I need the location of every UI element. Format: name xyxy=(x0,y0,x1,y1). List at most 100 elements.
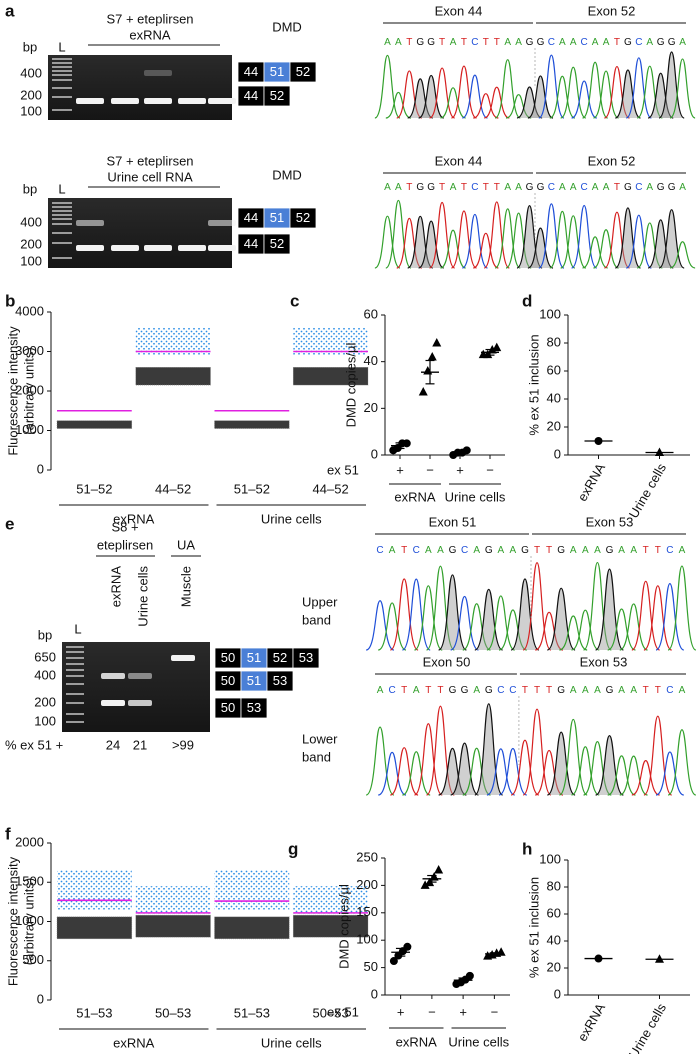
peak xyxy=(625,214,652,269)
base: G xyxy=(485,685,493,696)
base: C xyxy=(666,545,673,556)
peak xyxy=(560,215,587,269)
peak xyxy=(486,748,515,796)
x-tick-label: − xyxy=(491,1004,499,1019)
peak xyxy=(390,747,419,796)
gel-header: eteplirsen xyxy=(97,537,153,552)
gel-band xyxy=(208,245,236,251)
size-label: 400 xyxy=(20,214,42,229)
y-tick-label: 20 xyxy=(547,418,561,433)
peak xyxy=(385,91,412,119)
bp-label: bp xyxy=(38,627,52,642)
exon-label: 51 xyxy=(270,210,284,225)
base: T xyxy=(614,182,620,193)
base: G xyxy=(668,182,676,193)
negative-droplets xyxy=(56,420,133,429)
ladder-band xyxy=(66,669,84,671)
peak xyxy=(559,615,588,651)
peak xyxy=(669,241,696,269)
x-tick-label: Urine cells xyxy=(626,460,670,520)
ladder-band xyxy=(52,66,72,68)
y-tick-label: 20 xyxy=(364,400,378,415)
peak xyxy=(377,602,407,651)
marker xyxy=(465,971,474,980)
y-tick-label: 100 xyxy=(356,932,378,947)
ladder-band xyxy=(52,218,72,220)
peak xyxy=(418,74,445,119)
base: C xyxy=(581,182,588,193)
x-tick-label: exRNA xyxy=(574,1000,608,1043)
panel-label: d xyxy=(522,291,532,310)
base: A xyxy=(679,37,686,48)
y-tick-label: 0 xyxy=(371,986,378,1001)
base: A xyxy=(679,182,686,193)
peak xyxy=(607,755,636,796)
exon-label: 52 xyxy=(296,210,310,225)
lane-label: exRNA xyxy=(108,566,123,608)
ladder-band xyxy=(66,683,84,685)
ladder-band xyxy=(52,70,72,72)
marker xyxy=(655,447,664,456)
base: A xyxy=(582,685,589,696)
x-tick-label: 51–52 xyxy=(76,481,112,496)
y-tick-label: 0 xyxy=(371,446,378,461)
base: A xyxy=(377,685,384,696)
base: A xyxy=(504,37,511,48)
marker xyxy=(389,957,398,966)
y-axis-title: % ex 51 inclusion xyxy=(526,877,541,978)
negative-droplets xyxy=(214,916,290,940)
base: C xyxy=(509,685,516,696)
exon-title: Exon 53 xyxy=(586,514,634,529)
base: C xyxy=(413,545,420,556)
peak xyxy=(522,708,552,796)
positive-droplets xyxy=(57,870,132,910)
base: G xyxy=(416,37,424,48)
peak xyxy=(438,747,467,796)
base: C xyxy=(666,685,673,696)
gel xyxy=(48,198,232,268)
base: G xyxy=(449,545,457,556)
x-tick-label: 44–52 xyxy=(313,481,349,496)
base: G xyxy=(537,182,545,193)
peak xyxy=(538,54,565,119)
y-tick-label: 60 xyxy=(364,306,378,321)
peak xyxy=(498,747,528,796)
base: A xyxy=(570,37,577,48)
base: C xyxy=(471,182,478,193)
base: T xyxy=(643,545,649,556)
peak xyxy=(647,72,674,119)
group-label: Urine cells xyxy=(445,489,506,504)
base: G xyxy=(668,37,676,48)
y-tick-label: 2000 xyxy=(15,382,44,397)
base: A xyxy=(437,545,444,556)
panel-label: e xyxy=(5,514,14,533)
base: C xyxy=(376,545,383,556)
y-tick-label: 80 xyxy=(547,334,561,349)
base: A xyxy=(515,182,522,193)
base: G xyxy=(624,37,632,48)
size-label: 100 xyxy=(20,103,42,118)
gel-band xyxy=(128,673,152,679)
base: G xyxy=(416,182,424,193)
ladder-band xyxy=(66,693,84,695)
base: A xyxy=(646,37,653,48)
size-label: 200 xyxy=(34,694,56,709)
ladder-band xyxy=(52,206,72,208)
base: A xyxy=(384,37,391,48)
gel-band xyxy=(76,220,104,226)
exon-label: 44 xyxy=(244,236,258,251)
base: A xyxy=(559,37,566,48)
panel-label: h xyxy=(522,839,532,858)
ladder-band xyxy=(52,210,72,212)
base: G xyxy=(606,685,614,696)
ladder-band xyxy=(52,242,72,244)
base: A xyxy=(592,37,599,48)
peak xyxy=(631,760,660,796)
peak xyxy=(407,78,434,119)
base: A xyxy=(450,37,457,48)
base: A xyxy=(384,182,391,193)
